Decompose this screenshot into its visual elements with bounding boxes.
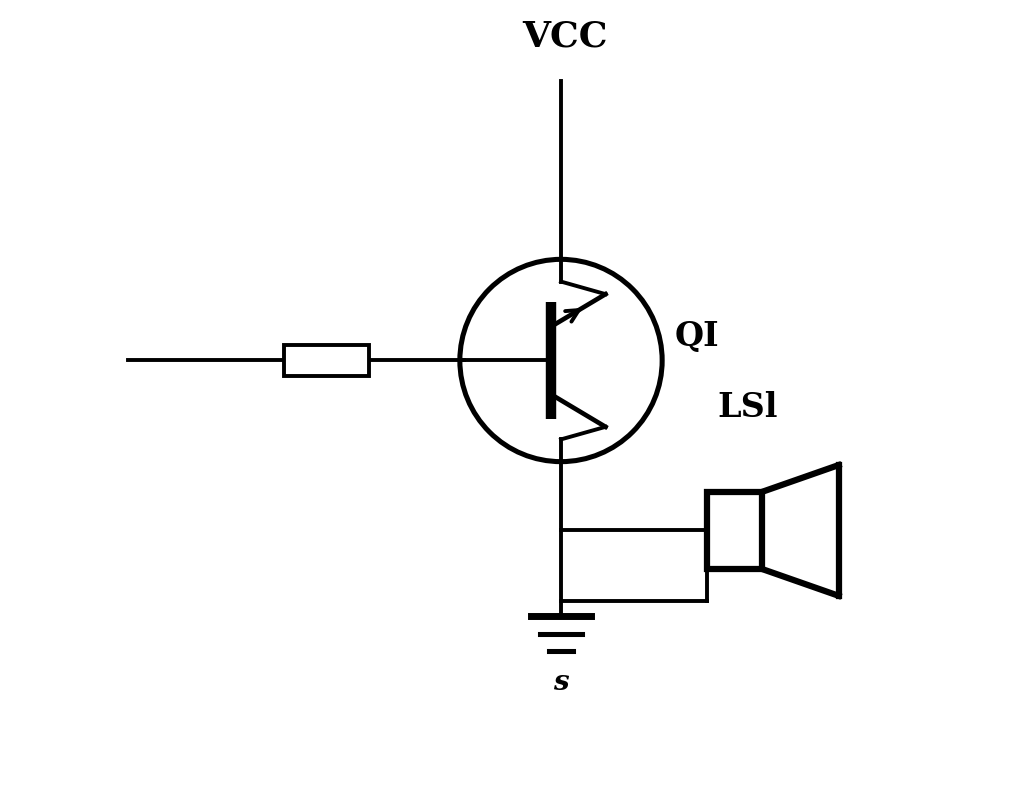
Bar: [707, 492, 761, 569]
Text: s: s: [554, 668, 569, 696]
Bar: [284, 345, 369, 376]
Text: QI: QI: [675, 320, 719, 352]
Text: VCC: VCC: [523, 20, 607, 54]
Text: LSl: LSl: [717, 391, 778, 423]
